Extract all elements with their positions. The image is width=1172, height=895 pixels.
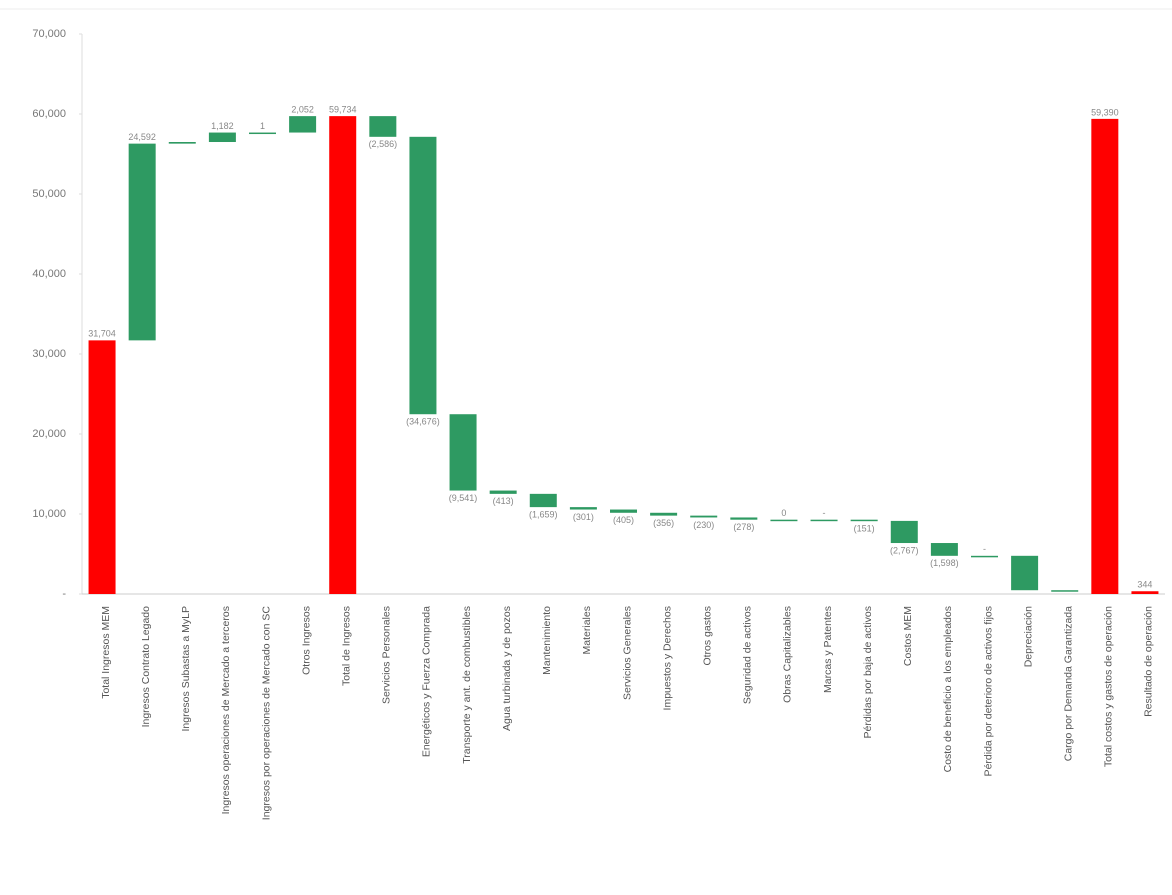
bar <box>810 519 838 522</box>
bar <box>449 414 477 491</box>
y-tick-label: - <box>62 588 66 600</box>
x-tick-label: Servicios Personales <box>381 606 393 704</box>
bar <box>850 519 878 522</box>
x-tick-label: Resultado de operación <box>1143 606 1155 717</box>
x-tick-label: Transporte y ant. de combustibles <box>461 606 473 764</box>
x-tick-label: Servicios Generales <box>621 606 633 700</box>
x-tick-label: Seguridad de activos <box>742 606 754 704</box>
bar <box>930 543 958 556</box>
value-label: - <box>983 544 986 554</box>
bar <box>971 555 998 558</box>
bar <box>208 132 236 143</box>
value-label: (1,659) <box>529 510 558 520</box>
x-tick-label: Pérdida por deterioro de activos fijos <box>982 606 994 776</box>
x-tick-label: Mantenimiento <box>541 606 553 675</box>
bar <box>569 507 597 510</box>
bar <box>1131 591 1159 594</box>
bar <box>529 493 557 508</box>
y-tick-label: 70,000 <box>32 28 66 40</box>
value-label: 59,734 <box>329 105 357 115</box>
value-label: (356) <box>653 518 674 528</box>
bar <box>88 340 116 594</box>
value-label: (2,767) <box>890 545 919 555</box>
bar <box>329 116 357 595</box>
y-tick-label: 20,000 <box>32 428 66 440</box>
y-tick-label: 60,000 <box>32 108 66 120</box>
x-tick-label: Cargo por Demanda Garantizada <box>1063 606 1075 761</box>
x-tick-label: Energéticos y Fuerza Comprada <box>421 606 433 757</box>
x-tick-label: Marcas y Patentes <box>822 606 834 693</box>
bar <box>168 142 196 144</box>
x-tick-label: Costos MEM <box>902 606 914 666</box>
bar <box>489 490 517 494</box>
value-label: (1,598) <box>930 558 959 568</box>
value-label: 31,704 <box>88 329 116 339</box>
value-label: 0 <box>781 508 786 518</box>
x-tick-label: Otros gastos <box>702 606 714 666</box>
bar <box>369 116 397 137</box>
bar <box>128 143 156 341</box>
x-tick-label: Depreciación <box>1022 606 1034 667</box>
bar <box>1011 555 1039 591</box>
value-label: (301) <box>573 512 594 522</box>
bar <box>890 520 918 544</box>
value-label: 344 <box>1137 580 1152 590</box>
bar <box>1091 118 1119 594</box>
value-label: 24,592 <box>128 132 156 142</box>
x-tick-label: Ingresos por operaciones de Mercado con … <box>260 606 272 821</box>
bar <box>1051 590 1079 592</box>
value-label: (413) <box>493 496 514 506</box>
x-tick-label: Costo de beneficio a los empleados <box>942 606 954 772</box>
y-tick-label: 50,000 <box>32 188 66 200</box>
y-tick-label: 40,000 <box>32 268 66 280</box>
x-tick-label: Agua turbinada y de pozos <box>501 606 513 731</box>
value-label: (34,676) <box>406 417 440 427</box>
x-tick-label: Total de Ingresos <box>341 606 353 686</box>
x-tick-label: Obras Capitalizables <box>782 606 794 703</box>
x-tick-label: Ingresos Subastas a MyLP <box>180 606 192 731</box>
x-tick-label: Ingresos Contrato Legado <box>140 606 152 728</box>
x-tick-label: Total costos y gastos de operación <box>1103 606 1115 767</box>
x-tick-label: Total Ingresos MEM <box>100 606 112 699</box>
y-tick-label: 10,000 <box>32 508 66 520</box>
bar <box>730 517 758 520</box>
value-label: 2,052 <box>291 105 314 115</box>
value-label: 59,390 <box>1091 107 1119 117</box>
bar <box>690 515 718 518</box>
value-label: (230) <box>693 520 714 530</box>
value-label: (405) <box>613 515 634 525</box>
x-tick-label: Otros Ingresos <box>300 606 312 675</box>
bar <box>289 116 317 133</box>
value-label: (9,541) <box>449 493 478 503</box>
x-tick-label: Impuestos y Derechos <box>661 606 673 710</box>
bar <box>650 512 678 516</box>
bar <box>249 132 276 135</box>
value-label: 1 <box>260 121 265 131</box>
bar <box>770 519 798 522</box>
value-label: - <box>823 508 826 518</box>
value-label: 1,182 <box>211 121 234 131</box>
bar <box>610 509 637 513</box>
value-label: (151) <box>854 523 875 533</box>
x-tick-label: Materiales <box>581 606 593 654</box>
x-tick-label: Pérdidas por baja de activos <box>862 606 874 739</box>
bar <box>409 136 437 415</box>
y-tick-label: 30,000 <box>32 348 66 360</box>
x-tick-label: Ingresos operaciones de Mercado a tercer… <box>220 606 232 814</box>
value-label: (278) <box>733 522 754 532</box>
value-label: (2,586) <box>369 139 398 149</box>
